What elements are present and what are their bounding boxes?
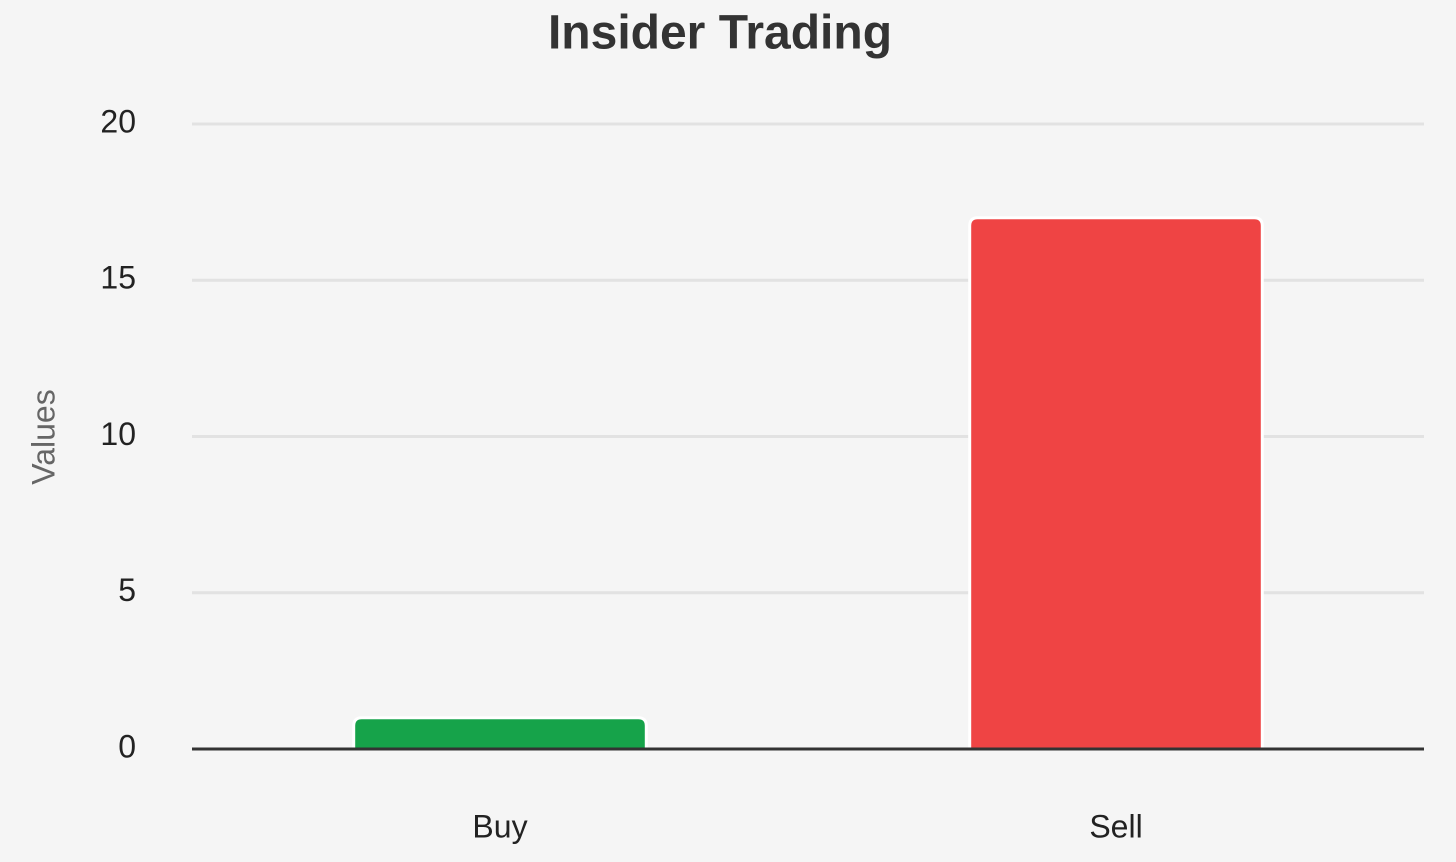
chart-title: Insider Trading	[548, 7, 892, 60]
y-tick-label: 10	[100, 416, 136, 452]
y-tick-label: 5	[118, 572, 136, 608]
bar	[352, 716, 648, 751]
x-tick-label: Buy	[472, 808, 527, 844]
y-tick-label: 0	[118, 728, 136, 764]
bar	[968, 216, 1264, 751]
y-tick-label: 15	[100, 260, 136, 296]
x-tick-label: Sell	[1089, 808, 1142, 844]
y-axis-label: Values	[25, 389, 61, 484]
y-tick-label: 20	[100, 103, 136, 139]
